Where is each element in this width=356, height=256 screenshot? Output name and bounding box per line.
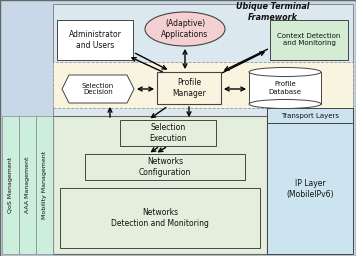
Text: Networks
Detection and Monitoring: Networks Detection and Monitoring bbox=[111, 208, 209, 228]
Polygon shape bbox=[267, 123, 353, 254]
Text: IP Layer
(MobileIPv6): IP Layer (MobileIPv6) bbox=[286, 179, 334, 199]
Polygon shape bbox=[120, 120, 216, 146]
Text: Transport Layers: Transport Layers bbox=[281, 113, 339, 119]
Text: (Adaptive)
Applications: (Adaptive) Applications bbox=[161, 19, 209, 39]
Text: AAA Management: AAA Management bbox=[25, 157, 30, 213]
Text: Networks
Configuration: Networks Configuration bbox=[139, 157, 191, 177]
Polygon shape bbox=[157, 72, 221, 104]
Polygon shape bbox=[60, 188, 260, 248]
Polygon shape bbox=[53, 62, 353, 108]
Text: Context Detection
and Monitoring: Context Detection and Monitoring bbox=[277, 34, 341, 47]
Polygon shape bbox=[36, 116, 53, 254]
Polygon shape bbox=[53, 116, 267, 254]
Polygon shape bbox=[62, 75, 134, 103]
Ellipse shape bbox=[249, 68, 321, 77]
Text: Selection
Execution: Selection Execution bbox=[149, 123, 187, 143]
Text: Selection
Decision: Selection Decision bbox=[82, 82, 114, 95]
Text: Administrator
and Users: Administrator and Users bbox=[69, 30, 121, 50]
Polygon shape bbox=[270, 20, 348, 60]
Ellipse shape bbox=[145, 12, 225, 46]
Polygon shape bbox=[249, 72, 321, 104]
Text: Ubique Terminal
Framework: Ubique Terminal Framework bbox=[236, 2, 310, 22]
Text: Profile
Database: Profile Database bbox=[268, 81, 302, 94]
Polygon shape bbox=[85, 154, 245, 180]
Polygon shape bbox=[57, 20, 133, 60]
Text: QoS Management: QoS Management bbox=[8, 157, 13, 213]
Polygon shape bbox=[53, 4, 353, 116]
Polygon shape bbox=[19, 116, 36, 254]
Text: Profile
Manager: Profile Manager bbox=[172, 78, 206, 98]
Polygon shape bbox=[267, 108, 353, 123]
Ellipse shape bbox=[249, 100, 321, 109]
Polygon shape bbox=[2, 116, 19, 254]
Text: Mobility Management: Mobility Management bbox=[42, 151, 47, 219]
